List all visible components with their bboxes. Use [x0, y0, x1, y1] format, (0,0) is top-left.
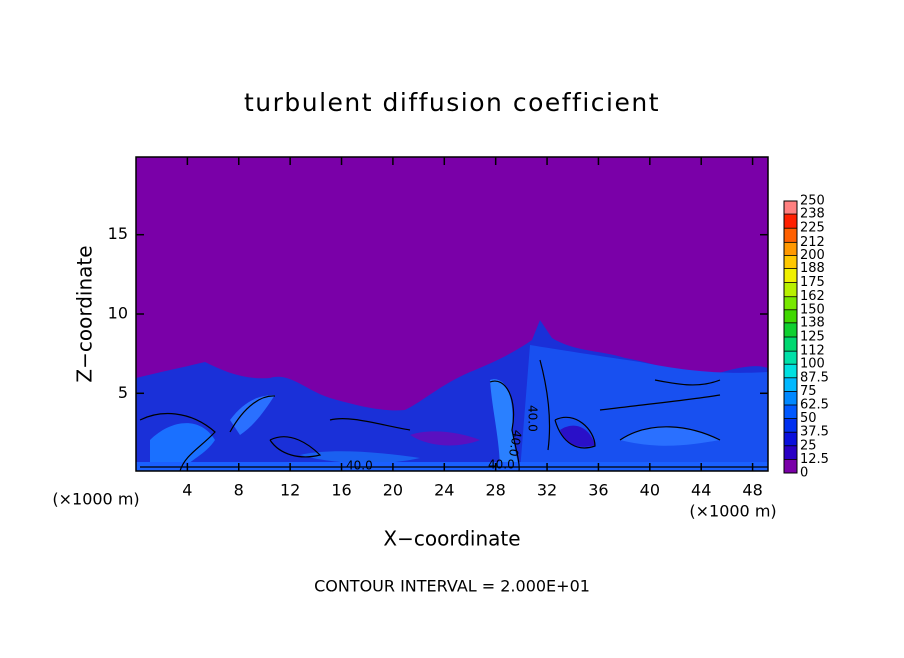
x-tick-label: 36	[588, 481, 608, 500]
colorbar-bin	[784, 322, 797, 337]
colorbar-bin	[784, 432, 797, 446]
colorbar-bin	[784, 391, 797, 405]
colorbar-bin	[784, 445, 797, 460]
contour-label: 40.0	[526, 405, 540, 432]
colorbar-label: 87.5	[800, 370, 829, 385]
colorbar-bin	[784, 377, 797, 392]
y-axis-label: Z−coordinate	[73, 245, 97, 382]
colorbar-bin	[784, 268, 797, 283]
x-tick-label: 40	[640, 481, 660, 500]
colorbar-bin	[784, 459, 797, 473]
colorbar-bin	[784, 282, 797, 297]
colorbar-label: 162	[800, 289, 825, 304]
colorbar-bin	[784, 255, 797, 269]
contour-label: 40.0	[506, 429, 524, 458]
colorbar-label: 50	[800, 411, 817, 426]
colorbar-label: 125	[800, 330, 825, 345]
colorbar-label: 250	[800, 194, 825, 209]
y-tick-label: 5	[118, 383, 128, 402]
x-tick-label: 4	[182, 481, 192, 500]
contour-label: 40.0	[488, 458, 515, 472]
colorbar-label: 200	[800, 248, 825, 263]
colorbar-label: 37.5	[800, 425, 829, 440]
x-tick-label: 44	[691, 481, 711, 500]
colorbar-label: 138	[800, 315, 825, 330]
field-region	[230, 395, 275, 435]
colorbar-label: 0	[800, 466, 808, 481]
x-tick-label: 48	[742, 481, 762, 500]
colorbar-label: 175	[800, 275, 825, 290]
colorbar-bin	[784, 242, 797, 256]
colorbar-label: 225	[800, 221, 825, 236]
contour-field: 40.0 40.0 40.0 40.0	[136, 157, 768, 473]
colorbar-label: 25	[800, 438, 817, 453]
x-tick-label: 16	[331, 481, 351, 500]
colorbar-label: 150	[800, 302, 825, 317]
colorbar-label: 238	[800, 207, 825, 222]
y-tick-label: 10	[108, 304, 128, 323]
field-region	[560, 425, 595, 447]
colorbar-bin	[784, 405, 797, 419]
field-region	[490, 379, 519, 471]
colorbar-bin	[784, 228, 797, 243]
colorbar-label: 100	[800, 357, 825, 372]
footnote: CONTOUR INTERVAL = 2.000E+01	[314, 577, 590, 596]
field-region	[300, 451, 420, 464]
field-region	[150, 423, 215, 471]
colorbar-bin	[784, 418, 797, 433]
colorbar-label: 75	[800, 384, 817, 399]
x-axis-label: X−coordinate	[383, 527, 520, 551]
field-region	[410, 431, 480, 446]
x-tick-label: 24	[434, 481, 454, 500]
x-tick-label: 12	[280, 481, 300, 500]
contour-label: 40.0	[346, 459, 373, 473]
x-tick-label: 8	[234, 481, 244, 500]
x-tick-label: 28	[485, 481, 505, 500]
colorbar-bin	[784, 364, 797, 378]
y-tick-label: 15	[108, 224, 128, 243]
colorbar-bin	[784, 309, 797, 323]
x-unit-label: (×1000 m)	[689, 502, 776, 521]
field-region	[620, 426, 720, 446]
colorbar-bin	[784, 351, 797, 365]
colorbar-bin	[784, 296, 797, 310]
x-tick-label: 20	[383, 481, 403, 500]
colorbar-label: 62.5	[800, 398, 829, 413]
colorbar-label: 12.5	[800, 452, 829, 467]
colorbar-bin	[784, 337, 797, 352]
colorbar-label: 112	[800, 344, 825, 359]
contour-lines	[139, 359, 768, 472]
colorbar-bin	[784, 201, 797, 215]
chart-title: turbulent diffusion coefficient	[244, 88, 660, 117]
colorbar-label: 188	[800, 261, 825, 276]
colorbar-label: 212	[800, 235, 825, 250]
colorbar-bin	[784, 214, 797, 229]
x-tick-label: 32	[537, 481, 557, 500]
x-unit-label: (×1000 m)	[52, 490, 139, 509]
